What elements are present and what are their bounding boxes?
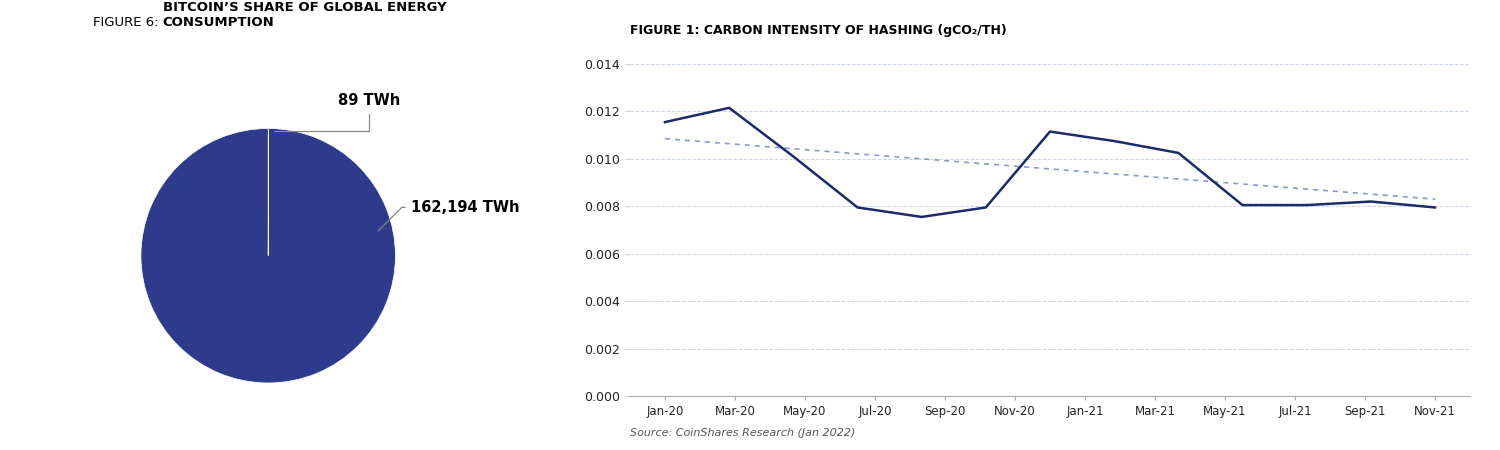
Text: 89 TWh: 89 TWh (273, 93, 400, 131)
Text: Source: CoinShares Research (Jan 2022): Source: CoinShares Research (Jan 2022) (630, 428, 855, 438)
Text: BITCOIN’S SHARE OF GLOBAL ENERGY
CONSUMPTION: BITCOIN’S SHARE OF GLOBAL ENERGY CONSUMP… (162, 1, 447, 29)
Wedge shape (141, 129, 396, 383)
Text: FIGURE 6:: FIGURE 6: (93, 16, 162, 29)
Text: 162,194 TWh: 162,194 TWh (378, 200, 519, 231)
Text: FIGURE 1: CARBON INTENSITY OF HASHING (gCO₂/TH): FIGURE 1: CARBON INTENSITY OF HASHING (g… (630, 24, 1006, 37)
